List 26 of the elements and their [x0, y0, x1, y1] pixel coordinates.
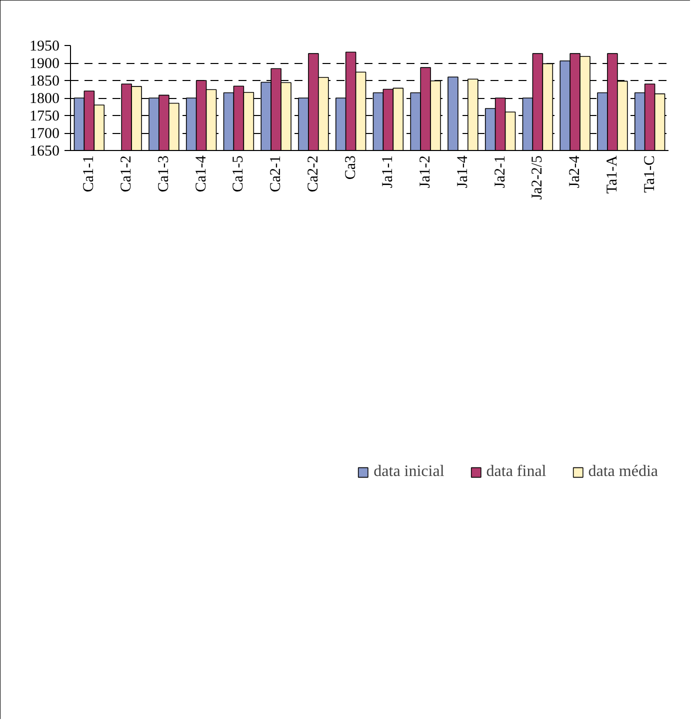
y-tick-label: 1650 [30, 144, 60, 160]
x-tick-label: Ca1-3 [156, 155, 172, 192]
legend-label: data inicial [374, 463, 444, 481]
y-tick-label: 1700 [30, 126, 60, 142]
legend-label: data final [486, 463, 546, 481]
x-tick-label: Ja2-1 [492, 155, 508, 188]
x-tick-label: Ja1-1 [380, 155, 396, 188]
y-tick-label: 1850 [30, 74, 60, 90]
y-tick-label: 1900 [30, 56, 60, 72]
x-tick-label: Ca2-1 [268, 155, 284, 192]
x-tick-label: Ca1-1 [81, 155, 98, 192]
x-tick-label: Ta1-C [642, 155, 658, 193]
x-tick-label: Ja1-2 [418, 155, 434, 188]
x-tick-label: Ca2-2 [305, 155, 322, 192]
x-tick-label: Ja1-4 [454, 155, 471, 188]
x-tick-label: Ca3 [342, 155, 359, 180]
x-tick-label: Ja2-4 [567, 155, 584, 188]
y-tick-label: 1950 [30, 38, 60, 54]
x-tick-label: Ca1-2 [118, 155, 135, 192]
x-tick-label: Ca1-5 [230, 155, 247, 192]
x-tick-label: Ja2-2/5 [530, 155, 546, 200]
y-tick-label: 1800 [30, 91, 60, 107]
y-tick-label: 1750 [30, 108, 60, 124]
legend-label: data média [588, 463, 658, 481]
x-tick-label: Ta1-A [604, 155, 620, 194]
x-tick-label: Ca1-4 [193, 155, 210, 192]
